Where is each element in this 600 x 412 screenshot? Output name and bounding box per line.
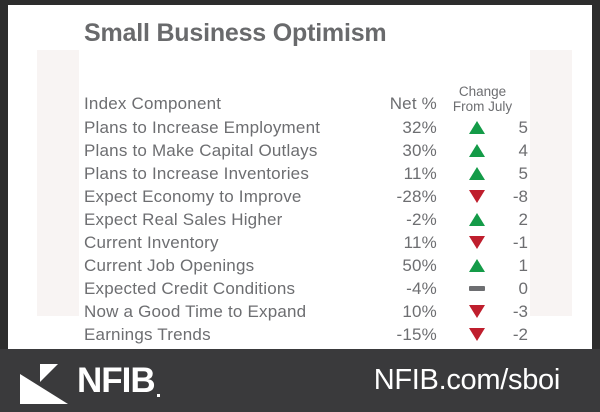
net-percent-value: -28% <box>396 186 437 206</box>
table-body: Plans to Increase Employment 32% 5 Plans… <box>84 116 528 346</box>
table-row: Expect Real Sales Higher -2% 2 <box>84 208 528 231</box>
decor-band-left <box>37 50 79 316</box>
change-direction-cell <box>437 259 496 272</box>
table-row: Current Job Openings 50% 1 <box>84 254 528 277</box>
table-row: Expect Economy to Improve -28% -8 <box>84 185 528 208</box>
change-from-july-value: 2 <box>518 209 528 229</box>
frame-border-right <box>592 0 600 349</box>
up-arrow-icon <box>469 144 485 157</box>
change-direction-cell <box>437 286 496 291</box>
col-header-net-pct: Net % <box>389 94 437 113</box>
change-from-july-value: 5 <box>518 117 528 137</box>
change-direction-cell <box>437 167 496 180</box>
table-row: Current Inventory 11% -1 <box>84 231 528 254</box>
net-percent-value: 10% <box>402 301 437 321</box>
col-header-index-component: Index Component <box>84 94 222 113</box>
col-header-change-line2: From July <box>452 99 513 114</box>
up-arrow-icon <box>469 259 485 272</box>
change-direction-cell <box>437 144 496 157</box>
change-direction-cell <box>437 305 496 318</box>
net-percent-value: 32% <box>402 117 437 137</box>
net-percent-value: -15% <box>396 324 437 344</box>
net-percent-value: 11% <box>403 163 437 183</box>
net-percent-value: -4% <box>406 278 437 298</box>
net-percent-value: -2% <box>406 209 437 229</box>
change-direction-cell <box>437 328 496 341</box>
col-header-change-line1: Change <box>458 84 507 99</box>
up-arrow-icon <box>469 121 485 134</box>
component-name: Current Inventory <box>84 232 219 252</box>
col-header-change-from-july: Change From July <box>437 84 528 114</box>
component-name: Current Job Openings <box>84 255 255 275</box>
component-name: Expect Real Sales Higher <box>84 209 283 229</box>
change-direction-cell <box>437 121 496 134</box>
component-name: Plans to Increase Inventories <box>84 163 310 183</box>
change-from-july-value: -2 <box>512 324 528 344</box>
change-from-july-value: 1 <box>518 255 528 275</box>
component-name: Now a Good Time to Expand <box>84 301 307 321</box>
change-from-july-value: -8 <box>512 186 528 206</box>
down-arrow-icon <box>469 190 485 203</box>
component-name: Earnings Trends <box>84 324 211 344</box>
trademark-dot-icon <box>156 394 160 397</box>
net-percent-value: 30% <box>402 140 437 160</box>
change-direction-cell <box>437 213 496 226</box>
down-arrow-icon <box>469 328 485 341</box>
table-header-row: Index Component Net % Change From July <box>84 62 528 116</box>
component-name: Expected Credit Conditions <box>84 278 296 298</box>
page-title: Small Business Optimism <box>84 19 387 47</box>
change-from-july-value: -3 <box>512 301 528 321</box>
footer-url: NFIB.com/sboi <box>373 364 561 396</box>
table-row: Plans to Increase Employment 32% 5 <box>84 116 528 139</box>
up-arrow-icon <box>469 167 485 180</box>
change-from-july-value: 5 <box>518 163 528 183</box>
down-arrow-icon <box>469 305 485 318</box>
net-percent-value: 50% <box>402 255 437 275</box>
table-row: Earnings Trends -15% -2 <box>84 323 528 346</box>
footer-bar: NFIB NFIB.com/sboi <box>0 349 600 412</box>
frame-border-left <box>0 0 8 349</box>
change-from-july-value: 4 <box>518 140 528 160</box>
change-from-july-value: 0 <box>518 278 528 298</box>
table-row: Now a Good Time to Expand 10% -3 <box>84 300 528 323</box>
change-direction-cell <box>437 236 496 249</box>
down-arrow-icon <box>469 236 485 249</box>
change-from-july-value: -1 <box>512 232 528 252</box>
component-name: Expect Economy to Improve <box>84 186 302 206</box>
decor-band-right <box>530 50 572 316</box>
up-arrow-icon <box>469 213 485 226</box>
frame-border-top <box>0 0 600 5</box>
change-direction-cell <box>437 190 496 203</box>
net-percent-value: 11% <box>403 232 437 252</box>
table-row: Plans to Make Capital Outlays 30% 4 <box>84 139 528 162</box>
component-name: Plans to Increase Employment <box>84 117 321 137</box>
component-name: Plans to Make Capital Outlays <box>84 140 318 160</box>
table-row: Expected Credit Conditions -4% 0 <box>84 277 528 300</box>
no-change-dash-icon <box>469 286 485 291</box>
table-row: Plans to Increase Inventories 11% 5 <box>84 162 528 185</box>
nfib-flag-logo-icon <box>20 363 68 404</box>
optimism-table: Index Component Net % Change From July P… <box>84 62 528 346</box>
nfib-wordmark: NFIB <box>77 360 156 400</box>
